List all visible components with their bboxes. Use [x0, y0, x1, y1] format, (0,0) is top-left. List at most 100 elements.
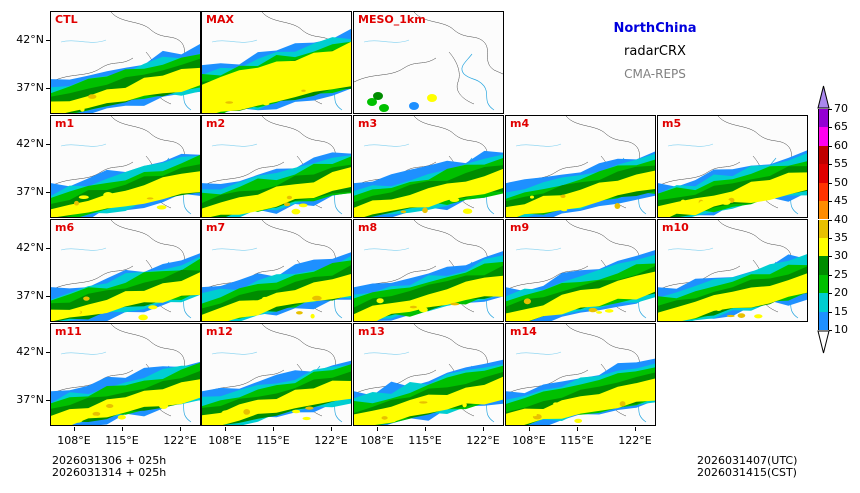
radar-map [354, 324, 503, 425]
colorbar-tick [829, 293, 832, 295]
panel-label: MAX [206, 13, 234, 26]
lon-tick-label: 122°E [618, 434, 652, 447]
echo-cell [441, 195, 449, 201]
echo-cell [92, 411, 101, 416]
river [515, 351, 562, 355]
map-panel: m6 [50, 219, 201, 322]
radar-map [506, 220, 655, 321]
map-panel: m12 [201, 323, 352, 426]
echo-cell [222, 106, 229, 109]
echo-cell [78, 195, 89, 199]
colorbar-level-label: 60 [834, 138, 848, 152]
panel-label: m8 [358, 221, 378, 234]
lon-tick [483, 427, 484, 431]
colorbar-level-label: 40 [834, 212, 848, 226]
echo-cell [376, 298, 384, 304]
lon-tick [529, 427, 530, 431]
lon-tick [425, 427, 426, 431]
echo-cell [305, 406, 314, 410]
echo-cell [103, 192, 113, 198]
echo-cell [419, 401, 428, 404]
panel-label: m1 [55, 117, 75, 130]
colorbar-level-label: 45 [834, 194, 848, 208]
lat-tick-label: 37°N [16, 393, 44, 406]
colorbar-level-label: 30 [834, 249, 848, 263]
echo-cell [156, 205, 167, 210]
echo-cell [427, 94, 437, 102]
echo-band [354, 275, 503, 321]
radar-map [658, 220, 807, 321]
echo-cell [221, 204, 231, 209]
panel-label: m14 [510, 325, 537, 338]
radar-map [51, 116, 200, 217]
echo-cell [698, 201, 705, 207]
echo-band [658, 172, 807, 217]
variable-title: radarCRX [624, 44, 686, 59]
panel-label: m6 [55, 221, 75, 234]
colorbar-level-label: 15 [834, 304, 848, 318]
echo-cell [296, 311, 303, 315]
echo-cell [302, 416, 311, 421]
echo-cell [83, 296, 90, 301]
echo-cell [373, 92, 383, 100]
lon-tick-label: 115°E [105, 434, 139, 447]
echo-cell [563, 197, 571, 202]
echo-cell [530, 195, 534, 199]
echo-cell [291, 208, 301, 215]
echo-cell [88, 94, 97, 99]
echo-cell [135, 198, 144, 201]
echo-cell [263, 197, 274, 200]
echo-cell [146, 197, 154, 200]
lon-tick-label: 115°E [256, 434, 290, 447]
river [211, 39, 258, 43]
radar-map [354, 116, 503, 217]
echo-cell [389, 415, 394, 421]
lon-tick-label: 108°E [208, 434, 242, 447]
echo-cell [462, 402, 467, 408]
radar-map [658, 116, 807, 217]
echo-cell [450, 302, 460, 306]
map-panel: m2 [201, 115, 352, 218]
province-borders [354, 12, 503, 105]
lon-tick-label: 108°E [360, 434, 394, 447]
panel-label: m13 [358, 325, 385, 338]
lat-tick [46, 88, 50, 89]
echo-cell [138, 314, 148, 321]
echo-band [506, 170, 655, 217]
colorbar-segment [818, 256, 829, 275]
lon-tick-label: 122°E [163, 434, 197, 447]
colorbar-tick [829, 145, 832, 147]
echo-cell [523, 298, 531, 305]
echo-cell [226, 419, 232, 423]
lat-tick-label: 42°N [16, 33, 44, 46]
panel-label: m11 [55, 325, 82, 338]
river [515, 143, 562, 147]
echo-band [51, 272, 200, 321]
lon-tick [577, 427, 578, 431]
radar-map [202, 324, 351, 425]
colorbar-tick [829, 274, 832, 276]
panel-label: m7 [206, 221, 226, 234]
map-panel: m4 [505, 115, 656, 218]
echo-cell [553, 402, 559, 405]
lat-tick [46, 296, 50, 297]
echo-cell [103, 93, 111, 99]
colorbar-tick [829, 311, 832, 313]
lon-tick [377, 427, 378, 431]
echo-cell [409, 305, 417, 309]
river [60, 351, 107, 355]
echo-cell [614, 203, 621, 209]
echo-cell [694, 200, 699, 206]
river [60, 143, 107, 147]
echo-cell [225, 101, 234, 104]
colorbar-segment [818, 182, 829, 202]
panel-label: CTL [55, 13, 78, 26]
map-panel: m3 [353, 115, 504, 218]
map-panel: m13 [353, 323, 504, 426]
echo-cell [117, 415, 126, 420]
valid-time-utc: 2026031407(UTC) [697, 454, 798, 467]
lat-tick [46, 400, 50, 401]
map-panel: m8 [353, 219, 504, 322]
echo-band [202, 380, 351, 425]
echo-cell [262, 102, 270, 106]
